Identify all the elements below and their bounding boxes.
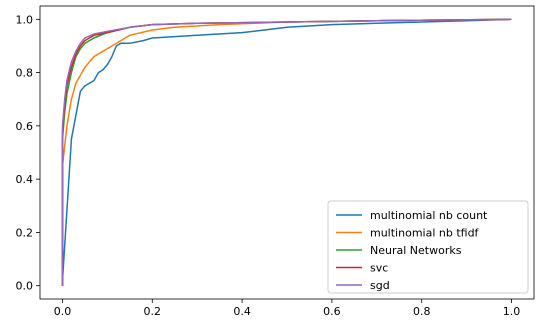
axes: 0.0 0.2 0.4 0.6 0.8 1.0 0.0 0.2 0.4 0.6 0.8 1.0 [16,5,535,318]
x-tick-label: 0.8 [413,305,431,318]
series-line-multinomial-nb-tfidf [61,18,512,286]
x-tick-label: 0.6 [323,305,341,318]
y-tick-label: 0.4 [16,173,34,186]
y-tick-label: 0.6 [16,120,34,133]
plot-frame [39,5,535,300]
y-tick-label: 1.0 [16,13,34,26]
x-tick-label: 0.2 [144,305,162,318]
y-tick-label: 0.0 [16,280,34,293]
legend-label: multinomial nb tfidf [370,227,480,240]
x-tick-label: 0.4 [233,305,251,318]
legend-label: sgd [370,279,390,292]
legend-label: multinomial nb count [370,209,488,222]
legend: multinomial nb count multinomial nb tfidf… [327,200,529,294]
series-line-multinomial-nb-count [61,18,512,286]
legend-box [327,200,529,294]
x-tick-label: 1.0 [503,305,521,318]
legend-label: svc [370,262,388,275]
series-line-sgd [61,18,512,286]
legend-label: Neural Networks [370,244,462,257]
series-lines [61,18,512,286]
y-tick-label: 0.2 [16,226,34,239]
y-tick-label: 0.8 [16,67,34,80]
x-tick-label: 0.0 [54,305,72,318]
